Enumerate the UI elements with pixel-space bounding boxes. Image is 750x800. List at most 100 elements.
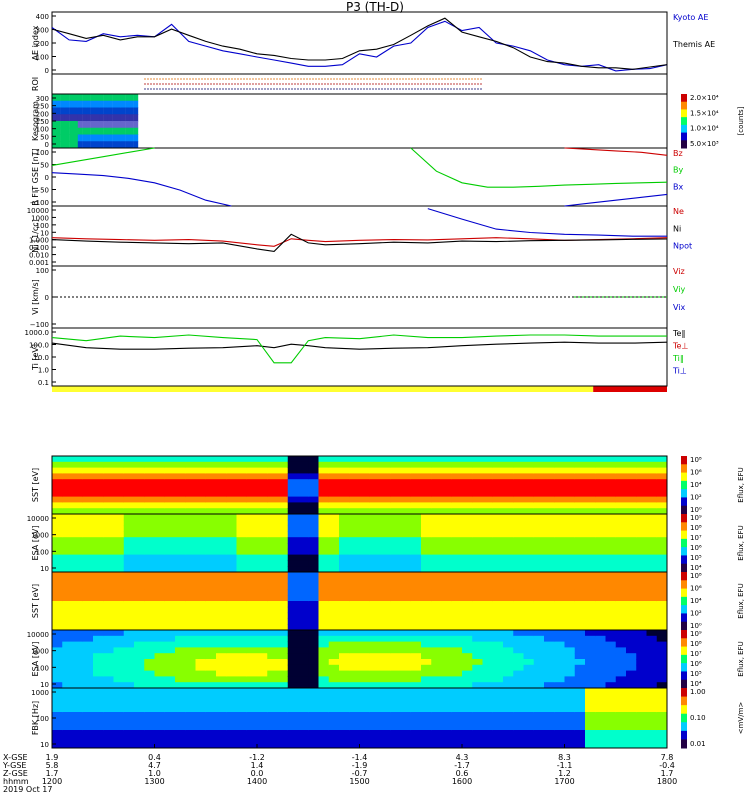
panel-ytick: 1.0	[38, 367, 49, 375]
series-line	[51, 233, 668, 252]
footer-value: 0.0	[251, 769, 264, 778]
colorbar-tick: 10⁶	[690, 660, 702, 668]
footer-row-label: X-GSE	[3, 753, 28, 762]
panel-ytick: 250	[36, 103, 49, 111]
colorbar-tick: 10²	[690, 494, 702, 502]
orbit-bar-yellow	[52, 386, 594, 392]
panel-ytick: 0	[45, 174, 49, 182]
colorbar-tick: 10⁹	[690, 630, 702, 638]
footer-value: -0.4	[659, 761, 675, 770]
panel-ytick: 100	[36, 149, 49, 157]
colorbar-tick: 10⁴	[690, 481, 702, 489]
legend-entry: Viz	[673, 267, 685, 276]
footer-row-label: Y-GSE	[2, 761, 26, 770]
panel-ytick: 10	[40, 565, 49, 573]
footer-value: -1.2	[249, 753, 265, 762]
panel-ylabel: Vi [km/s]	[31, 279, 40, 315]
panel-ytick: 100	[36, 548, 49, 556]
orbit-bar-red	[593, 386, 667, 392]
colorbar-label: [counts]	[737, 106, 745, 135]
legend-entry: Te⊥	[672, 342, 688, 351]
colorbar-label: Eflux, EFU	[737, 641, 745, 676]
panel-ytick: 10	[40, 229, 49, 237]
panel-ytick: 0	[45, 67, 49, 75]
footer-value: 8.3	[558, 753, 571, 762]
footer-row-label: hhmm	[3, 777, 29, 786]
panel-ytick: 10000	[27, 631, 49, 639]
footer-value: 4.7	[148, 761, 161, 770]
footer-value: 1500	[349, 777, 369, 786]
series-line	[51, 341, 668, 350]
colorbar-tick: 10⁷	[690, 650, 702, 658]
panel-ylabel: Kesogram	[31, 101, 40, 141]
colorbar-label: Eflux, EFU	[737, 525, 745, 560]
series-line	[51, 172, 668, 207]
panel-ylabel: FBK [Hz]	[31, 701, 40, 735]
colorbar-tick: 10⁸	[690, 456, 702, 464]
panel-ylabel: ESA [eV]	[31, 526, 40, 561]
legend-entry: Bz	[673, 149, 683, 158]
footer-value: 1.4	[251, 761, 264, 770]
panel-ytick: 0.100	[29, 244, 49, 252]
panel-ytick: 0.010	[29, 252, 49, 260]
footer-value: 1800	[657, 777, 677, 786]
colorbar-tick: 10⁵	[690, 554, 702, 562]
legend-entry: Themis AE	[672, 40, 715, 49]
colorbar-tick: 1.0×10⁴	[690, 125, 719, 133]
panel-ytick: 100	[36, 222, 49, 230]
plot-title: P3 (TH-D)	[346, 0, 404, 14]
colorbar-tick: 10⁴	[690, 597, 702, 605]
date-label: 2019 Oct 17	[3, 785, 52, 794]
footer-value: -1.9	[352, 761, 368, 770]
panel-ytick: 50	[40, 162, 49, 170]
panel-frame	[51, 73, 668, 95]
panel-ylabel: SST [eV]	[31, 468, 40, 502]
series-line	[51, 147, 668, 188]
colorbar-tick: 0.10	[690, 714, 706, 722]
series-line	[51, 237, 668, 247]
footer-value: 4.3	[456, 753, 469, 762]
colorbar-tick: 10⁶	[690, 544, 702, 552]
panel-ytick: 100	[36, 664, 49, 672]
legend-entry: Ti‖	[672, 354, 684, 363]
panel-ytick: −100	[30, 321, 49, 329]
panel-ytick: 100	[36, 54, 49, 62]
colorbar-tick: 5.0×10³	[690, 140, 719, 148]
footer-value: -0.7	[352, 769, 368, 778]
footer-value: 5.8	[46, 761, 59, 770]
colorbar-tick: 10⁶	[690, 585, 702, 593]
panel-ylabel: AE index	[31, 25, 40, 60]
footer-value: -1.1	[557, 761, 573, 770]
colorbar-tick: 10⁷	[690, 534, 702, 542]
panel-ylabel: Ti [eV]	[31, 344, 40, 371]
panel-ytick: 300	[36, 95, 49, 103]
panel-ytick: 0	[45, 141, 49, 149]
panel-ytick: 100	[36, 267, 49, 275]
colorbar-label: Eflux, EFU	[737, 583, 745, 618]
footer-value: 1.2	[558, 769, 571, 778]
series-line	[51, 17, 668, 70]
legend-entry: Te‖	[672, 329, 685, 338]
panel-ylabel: Ni [1/cc]	[31, 219, 40, 253]
colorbar-tick: 1.00	[690, 688, 706, 696]
panel-ylabel: ROI	[31, 77, 40, 91]
colorbar-tick: 10⁰	[690, 622, 702, 630]
footer-value: 1300	[144, 777, 164, 786]
legend-entry: By	[673, 166, 683, 175]
footer-value: -1.7	[454, 761, 470, 770]
colorbar-tick: 10⁰	[690, 506, 702, 514]
panel-ytick: −100	[30, 199, 49, 207]
panel-ytick: 150	[36, 118, 49, 126]
colorbar-tick: 1.5×10⁴	[690, 109, 719, 117]
colorbar-tick: 10⁸	[690, 640, 702, 648]
colorbar	[681, 94, 687, 149]
panel-ytick: 400	[36, 13, 49, 21]
panel-ytick: 10000	[27, 515, 49, 523]
footer-value: 1200	[42, 777, 62, 786]
panel-frame	[51, 205, 668, 267]
panel-ytick: 1000	[31, 648, 49, 656]
colorbar	[681, 688, 687, 749]
colorbar-tick: 10⁸	[690, 524, 702, 532]
